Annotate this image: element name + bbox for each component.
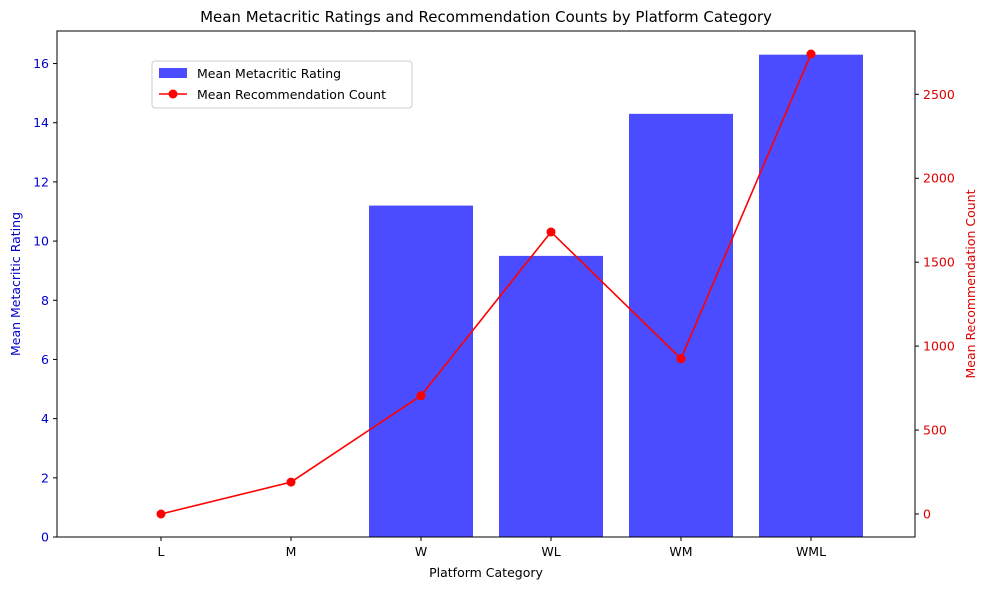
y-left-tick-label: 16 [33,56,49,71]
point-wml [806,49,816,59]
y-axis-left-label: Mean Metacritic Rating [8,212,23,356]
line-series [156,49,816,519]
bar-w [369,205,473,538]
x-axis-label: Platform Category [429,565,543,580]
x-tick-label: WL [541,544,560,559]
point-wl [546,227,556,237]
bar-wml [759,54,863,537]
bar-wm [629,113,733,538]
x-axis: L M W WL WM WML [158,537,826,559]
y-left-tick-label: 4 [41,411,49,426]
legend-bar-swatch [159,68,187,78]
y-left-tick-label: 12 [33,174,49,189]
x-tick-label: WM [669,544,692,559]
bar-series [369,54,863,538]
x-tick-label: WML [796,544,826,559]
y-axis-right-label: Mean Recommendation Count [963,189,978,378]
x-tick-label: L [158,544,165,559]
plot-frame [56,30,916,538]
legend-box [151,60,413,109]
y-right-tick-label: 2000 [923,171,955,186]
y-left-tick-label: 0 [41,530,49,545]
y-right-tick-label: 0 [923,507,931,522]
legend-label-rating: Mean Metacritic Rating [197,66,341,81]
point-l [156,509,166,519]
y-left-tick-label: 8 [41,293,49,308]
y-right-tick-label: 500 [923,423,947,438]
y-left-tick-label: 10 [33,234,49,249]
legend-line-marker [168,89,178,99]
point-wm [676,354,686,364]
legend: Mean Metacritic Rating Mean Recommendati… [151,60,413,109]
x-tick-label: M [286,544,297,559]
y-axis-left: 0 2 4 6 8 10 12 14 16 [33,56,57,545]
y-right-tick-label: 2500 [923,87,955,102]
x-tick-label: W [415,544,427,559]
point-w [416,391,426,401]
point-m [286,477,296,487]
y-left-tick-label: 14 [33,115,49,130]
y-right-tick-label: 1500 [923,255,955,270]
bar-wl [499,255,603,537]
y-axis-right: 0 500 1000 1500 2000 2500 [915,87,955,522]
legend-label-recommendations: Mean Recommendation Count [197,87,386,102]
y-left-tick-label: 2 [41,470,49,485]
y-right-tick-label: 1000 [923,339,955,354]
chart-title: Mean Metacritic Ratings and Recommendati… [200,8,772,26]
y-left-tick-label: 6 [41,352,49,367]
recommendation-line [160,53,812,515]
